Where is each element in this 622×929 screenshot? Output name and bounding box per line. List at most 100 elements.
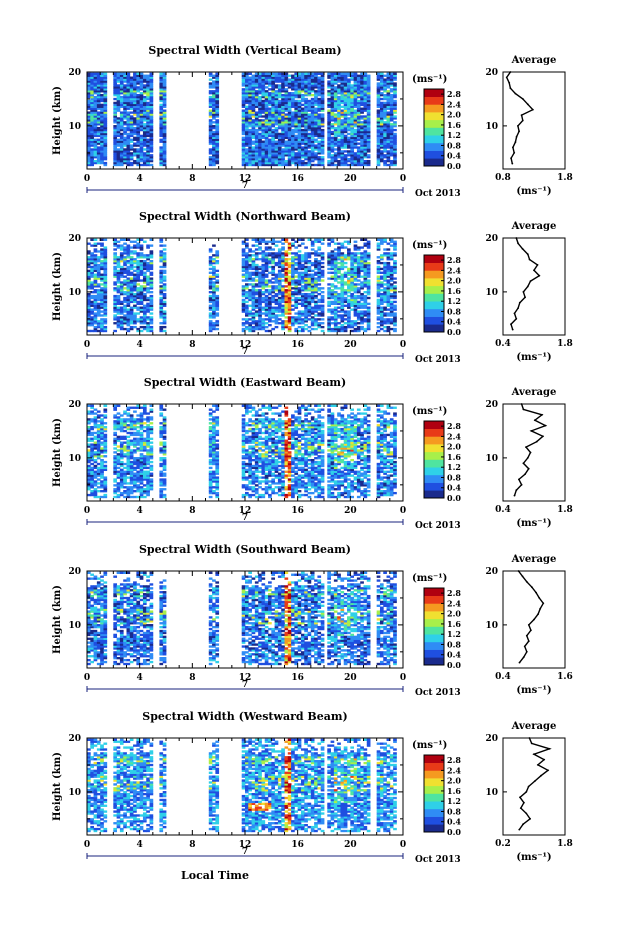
heatmap-cell <box>126 281 131 284</box>
heatmap-cell <box>271 136 276 140</box>
heatmap-cell <box>100 324 104 327</box>
heatmap-cell <box>317 287 322 290</box>
heatmap-cell <box>139 285 144 288</box>
heatmap-cell <box>126 250 131 253</box>
heatmap-cell <box>333 136 338 140</box>
heatmap-cell <box>393 123 397 126</box>
heatmap-cell <box>330 107 335 110</box>
heatmap-cell <box>159 259 164 263</box>
heatmap-cell <box>251 271 256 274</box>
heatmap-cell <box>294 103 299 107</box>
heatmap-cell <box>314 314 318 317</box>
heatmap-cell <box>126 123 131 126</box>
heatmap-cell <box>116 279 121 282</box>
heatmap-cell <box>119 123 124 126</box>
heatmap-cell <box>93 74 98 77</box>
heatmap-cell <box>261 111 266 114</box>
heatmap-cell <box>264 150 269 153</box>
heatmap-cell <box>90 128 94 132</box>
heatmap-cell <box>96 304 101 307</box>
heatmap-cell <box>146 125 150 128</box>
heatmap-cell <box>340 80 345 83</box>
heatmap-cell <box>159 115 164 118</box>
heatmap-cell <box>287 119 292 122</box>
heatmap-cell <box>126 248 131 251</box>
heatmap-cell <box>116 144 121 147</box>
heatmap-cell <box>136 271 141 274</box>
heatmap-cell <box>215 304 220 307</box>
heatmap-cell <box>291 156 295 159</box>
heatmap-cell <box>366 109 371 112</box>
heatmap-cell <box>113 316 118 319</box>
heatmap-cell <box>90 261 94 265</box>
heatmap-cell <box>281 103 285 107</box>
heatmap-cell <box>93 142 98 145</box>
heatmap-cell <box>386 159 391 163</box>
heatmap-cell <box>353 84 358 87</box>
heatmap-cell <box>136 273 141 276</box>
heatmap-cell <box>100 291 104 294</box>
heatmap-cell <box>287 97 292 101</box>
heatmap-cell <box>126 119 131 122</box>
heatmap-cell <box>287 325 292 329</box>
heatmap-cell <box>126 318 131 321</box>
heatmap-cell <box>327 125 331 128</box>
heatmap-cell <box>376 144 381 147</box>
heatmap-cell <box>93 258 98 261</box>
heatmap-cell <box>119 302 124 306</box>
heatmap-cell <box>90 163 94 167</box>
heatmap-cell <box>149 256 154 259</box>
heatmap-cell <box>360 93 364 97</box>
heatmap-cell <box>350 134 355 138</box>
heatmap-cell <box>116 101 121 105</box>
heatmap-cell <box>274 244 279 247</box>
heatmap-cell <box>333 115 338 118</box>
heatmap-cell <box>258 90 262 93</box>
heatmap-cell <box>90 304 94 307</box>
heatmap-cell <box>271 113 276 116</box>
colorbar-tick-label: 1.6 <box>447 120 461 130</box>
heatmap-cell <box>87 281 91 284</box>
heatmap-cell <box>146 158 150 161</box>
heatmap-cell <box>146 244 150 247</box>
heatmap-cell <box>389 101 394 105</box>
heatmap-cell <box>133 273 137 276</box>
heatmap-cell <box>317 121 322 124</box>
heatmap-cell <box>261 130 266 134</box>
heatmap-cell <box>268 103 272 107</box>
heatmap-cell <box>248 99 252 103</box>
heatmap-cell <box>215 250 220 253</box>
heatmap-cell <box>284 154 289 157</box>
heatmap-cell <box>307 74 312 77</box>
heatmap-cell <box>300 76 305 79</box>
heatmap-cell <box>248 130 252 134</box>
heatmap-cell <box>208 103 213 107</box>
heatmap-cell <box>139 308 144 311</box>
heatmap-cell <box>129 322 134 325</box>
heatmap-cell <box>159 312 164 315</box>
heatmap-cell <box>245 150 249 153</box>
heatmap-cell <box>248 82 252 85</box>
heatmap-cell <box>350 152 355 155</box>
heatmap-cell <box>264 152 269 155</box>
heatmap-cell <box>90 82 94 85</box>
heatmap-cell <box>245 115 249 118</box>
heatmap-cell <box>113 273 118 276</box>
heatmap-cell <box>379 132 384 136</box>
heatmap-cell <box>100 279 104 282</box>
heatmap-cell <box>251 258 256 261</box>
heatmap-cell <box>277 148 282 151</box>
heatmap-cell <box>297 244 302 247</box>
heatmap-cell <box>248 80 252 83</box>
heatmap-cell <box>119 267 124 271</box>
heatmap-cell <box>100 318 104 321</box>
heatmap-cell <box>258 240 262 243</box>
heatmap-cell <box>159 80 164 83</box>
heatmap-cell <box>212 121 216 124</box>
heatmap-cell <box>254 156 259 159</box>
heatmap-cell <box>254 159 259 163</box>
heatmap-cell <box>281 161 285 165</box>
heatmap-cell <box>241 103 246 107</box>
heatmap-cell <box>258 132 262 136</box>
heatmap-cell <box>93 279 98 282</box>
